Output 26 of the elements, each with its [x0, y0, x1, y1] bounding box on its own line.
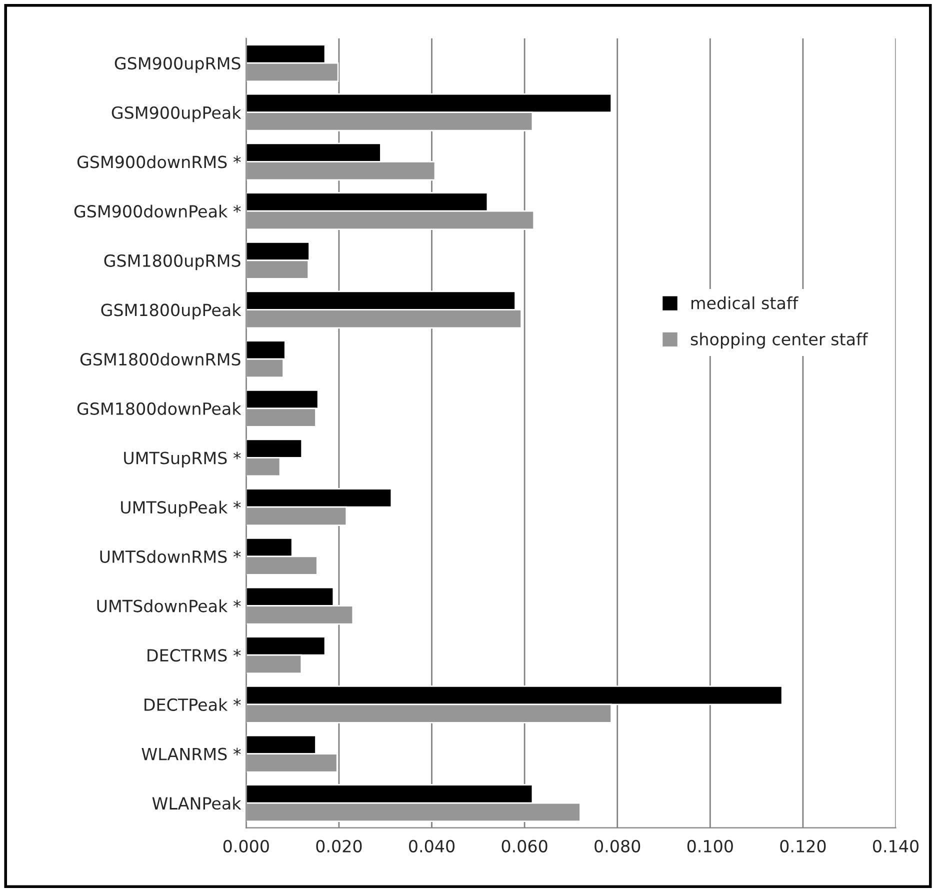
x-tick-label: 0.120: [780, 840, 826, 852]
y-tick-label: GSM900downRMS *: [77, 155, 241, 168]
y-tick-label: UMTSupPeak *: [121, 500, 241, 517]
y-tick-label: UMTSdownRMS *: [100, 550, 241, 563]
x-tick-label: 0.100: [687, 840, 733, 852]
x-tick-label: 0.060: [502, 840, 548, 852]
y-tick-label: GSM1800downPeak: [77, 402, 242, 415]
x-tick-label: 0.080: [594, 840, 640, 852]
x-tick-label: 0.020: [316, 840, 362, 852]
y-tick-label: DECTRMS *: [148, 649, 241, 662]
y-tick-label: WLANPeak: [152, 796, 242, 810]
y-tick-label: UMTSdownPeak *: [97, 599, 241, 612]
y-tick-label: GSM1800upPeak: [101, 303, 242, 320]
x-tick-label: 0.040: [409, 840, 455, 852]
y-tick-label: UMTSupRMS *: [124, 452, 241, 468]
y-tick-label: GSM1800downRMS: [80, 352, 240, 366]
y-tick-label: WLANRMS *: [142, 748, 241, 760]
x-tick-label: 0.140: [872, 840, 918, 852]
legend-label: shopping center staff: [690, 332, 868, 349]
legend-label: medical staff: [692, 296, 798, 310]
y-tick-label: GSM900upRMS: [114, 56, 240, 73]
y-tick-label: GSM1800upRMS: [104, 254, 240, 270]
y-tick-label: GSM900downPeak *: [74, 204, 241, 218]
y-tick-label: GSM900upPeak: [112, 106, 242, 122]
x-tick-label: 0.000: [223, 840, 269, 852]
y-tick-label: DECTPeak *: [144, 698, 241, 711]
